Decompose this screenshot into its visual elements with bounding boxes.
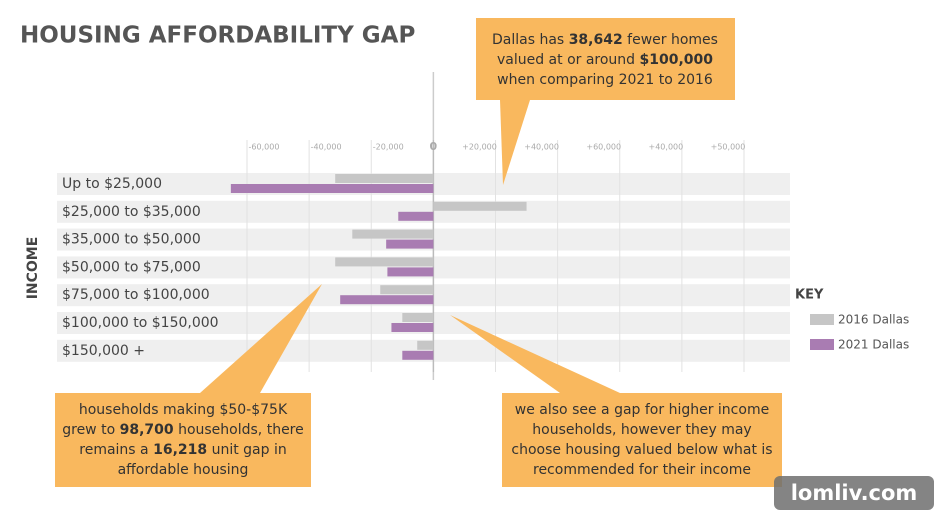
x-tick-label: +20,000 <box>462 143 497 152</box>
callout-pointer <box>200 284 322 393</box>
y-tick-label: Up to $25,000 <box>62 176 162 192</box>
bar <box>402 313 434 322</box>
callout-segment: households making $50-$75K <box>79 402 288 418</box>
bar <box>352 229 434 239</box>
watermark: lomliv.com <box>791 481 918 505</box>
bar <box>230 184 434 193</box>
callout-segment: choose housing valued below what is <box>511 442 772 458</box>
callout-text: households making $50-$75K <box>79 402 288 418</box>
x-tick-label: +50,000 <box>711 143 746 152</box>
x-tick-label: +40,000 <box>649 143 684 152</box>
legend-label: 2021 Dallas <box>838 338 909 352</box>
y-tick-label: $50,000 to $75,000 <box>62 259 201 275</box>
x-tick-label: -40,000 <box>311 143 342 152</box>
bar <box>417 340 434 350</box>
callout-text: Dallas has 38,642 fewer homes <box>492 32 718 48</box>
x-tick-label: +60,000 <box>586 143 621 152</box>
callout-segment: recommended for their income <box>533 462 751 478</box>
bar <box>380 285 434 295</box>
y-tick-label: $75,000 to $100,000 <box>62 287 210 303</box>
legend-swatch <box>810 339 834 350</box>
bar <box>386 239 434 249</box>
callout-segment: 98,700 <box>120 422 174 438</box>
callout-text: affordable housing <box>118 462 249 478</box>
bar <box>340 295 434 305</box>
bar <box>398 211 434 221</box>
y-tick-label: $25,000 to $35,000 <box>62 204 201 220</box>
callout-box <box>55 393 311 487</box>
callout-text: recommended for their income <box>533 462 751 478</box>
callout-segment: grew to <box>62 422 119 438</box>
bar <box>391 323 434 332</box>
legend-label: 2016 Dallas <box>838 313 909 327</box>
callout-segment: valued at or around <box>497 52 640 68</box>
bar <box>402 350 434 360</box>
callout-pointer <box>500 100 530 185</box>
callout-text: choose housing valued below what is <box>511 442 772 458</box>
y-tick-label: $100,000 to $150,000 <box>62 315 219 331</box>
callout-text: valued at or around $100,000 <box>497 52 713 68</box>
x-tick-label: 0 <box>430 140 438 153</box>
callout-segment: unit gap in <box>207 442 287 458</box>
callout-segment: remains a <box>79 442 153 458</box>
y-tick-label: $150,000 + <box>62 343 145 359</box>
callout-segment: we also see a gap for higher income <box>515 402 769 418</box>
x-tick-label: -60,000 <box>249 143 280 152</box>
callout-segment: households, there <box>174 422 304 438</box>
watermark-bg <box>774 476 934 510</box>
y-tick-label: $35,000 to $50,000 <box>62 232 201 248</box>
callout-box <box>502 393 782 487</box>
callout-box <box>476 18 735 100</box>
bar <box>433 201 527 211</box>
y-axis-label: INCOME <box>25 237 41 300</box>
callout-segment: fewer homes <box>623 32 718 48</box>
callout-text: households, however they may <box>532 422 751 438</box>
legend-swatch <box>810 314 834 325</box>
callout-segment: when comparing 2021 to 2016 <box>497 72 713 88</box>
bar <box>387 267 434 277</box>
callout-segment: households, however they may <box>532 422 751 438</box>
bar <box>335 257 434 267</box>
callout-text: grew to 98,700 households, there <box>62 422 304 438</box>
callout-segment: Dallas has <box>492 32 569 48</box>
callout-text: we also see a gap for higher income <box>515 402 769 418</box>
callout-segment: 16,218 <box>153 442 207 458</box>
callout-text: when comparing 2021 to 2016 <box>497 72 713 88</box>
legend-title: KEY <box>795 288 824 303</box>
bar <box>335 174 434 183</box>
x-tick-label: -20,000 <box>373 143 404 152</box>
callout-pointer <box>450 315 620 393</box>
callout-text: remains a 16,218 unit gap in <box>79 442 286 458</box>
chart-title: HOUSING AFFORDABILITY GAP <box>20 23 415 49</box>
x-tick-label: +40,000 <box>524 143 559 152</box>
callout-segment: 38,642 <box>569 32 623 48</box>
callout-segment: $100,000 <box>640 52 714 68</box>
callout-segment: affordable housing <box>118 462 249 478</box>
